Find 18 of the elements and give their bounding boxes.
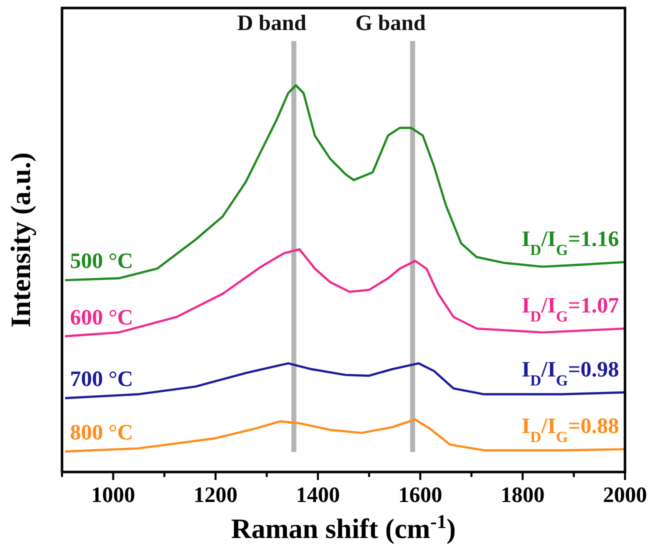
- x-tick-label: 1800: [500, 482, 545, 507]
- series-label: 700 °C: [70, 366, 134, 392]
- ref-line-label: D band: [237, 10, 306, 35]
- y-axis-title: Intensity (a.u.): [6, 152, 37, 328]
- ref-line-label: G band: [355, 10, 426, 35]
- annotation: I$_{D}$/I$_{G}$=0.88: [522, 413, 619, 446]
- annotation: I$_{D}$/I$_{G}$=1.07: [522, 292, 619, 326]
- series-label: 600 °C: [70, 304, 134, 330]
- x-tick-label: 1000: [91, 482, 136, 507]
- x-tick-label: 1200: [194, 482, 238, 507]
- annotation: I$_{D}$/I$_{G}$=0.98: [522, 356, 619, 389]
- annotation: I$_{D}$/I$_{G}$=1.16: [522, 226, 619, 259]
- series-label: 800 °C: [70, 420, 134, 445]
- series-label: 500 °C: [70, 248, 134, 274]
- x-tick-label: 2000: [603, 482, 647, 507]
- x-tick-label: 1400: [296, 482, 340, 507]
- x-axis-title: Raman shift (cm$^{-1}$): [231, 512, 456, 545]
- x-tick-label: 1600: [398, 482, 442, 507]
